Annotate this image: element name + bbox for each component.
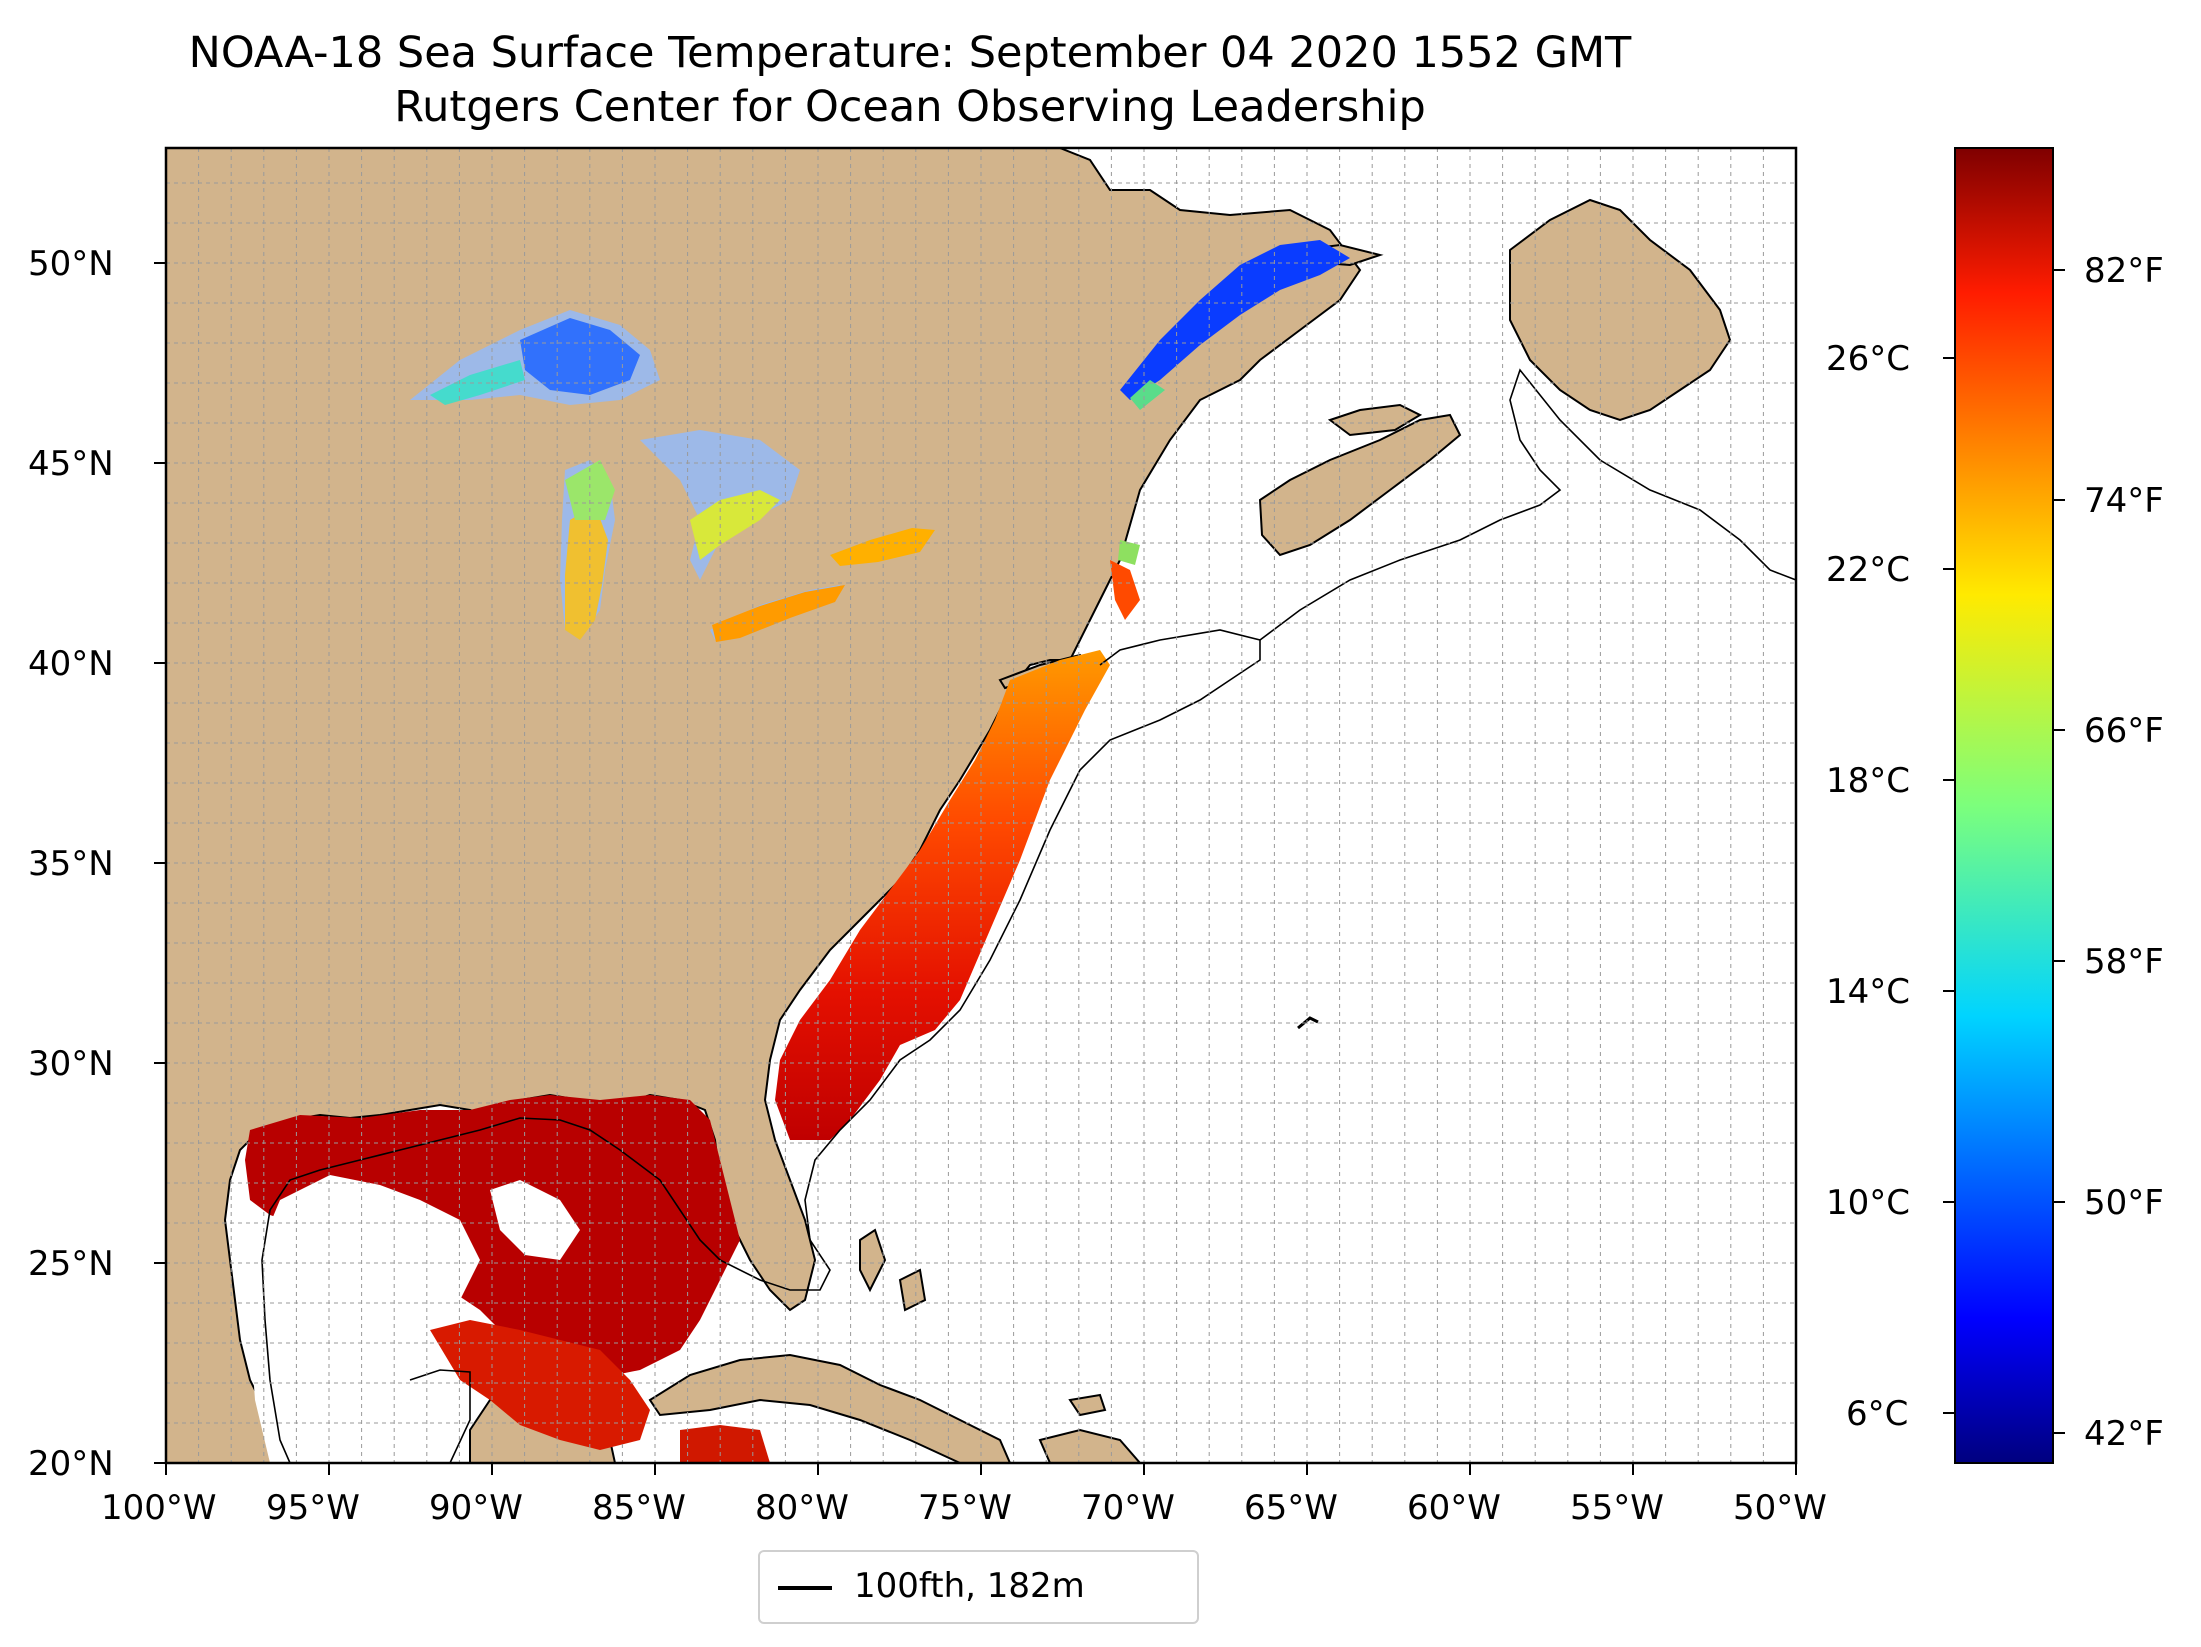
x-tick-label: 95°W [266, 1488, 360, 1528]
land-bermuda [1297, 1016, 1319, 1030]
x-tick-label: 65°W [1244, 1488, 1338, 1528]
land-nova-scotia [1258, 413, 1462, 557]
chart-subtitle: Rutgers Center for Ocean Observing Leade… [394, 82, 1426, 132]
colorbar-ticks-celsius [1943, 357, 1955, 1414]
y-tick-label: 50°N [28, 244, 114, 284]
y-tick-label: 40°N [28, 644, 114, 684]
colorbar-fahrenheit-label: 42°F [2084, 1414, 2164, 1454]
contour-100fth [261, 629, 1261, 1463]
x-tick-label: 50°W [1733, 1488, 1827, 1528]
contour-100fth-gulf-inner [409, 1369, 471, 1463]
chart-title: NOAA-18 Sea Surface Temperature: Septemb… [188, 28, 1632, 78]
colorbar-celsius-label: 26°C [1826, 339, 1911, 379]
sst-lake-ontario [830, 528, 935, 566]
sst-st-lawrence-green [1130, 380, 1165, 410]
x-tick-label: 55°W [1570, 1488, 1664, 1528]
sst-lake-superior-edge [430, 360, 525, 405]
sst-lake-michigan [565, 505, 608, 640]
legend-line-swatch [778, 1586, 832, 1590]
x-tick-label: 80°W [755, 1488, 849, 1528]
sst-lake-michigan-north [565, 460, 615, 520]
colorbar-celsius-label: 22°C [1826, 550, 1911, 590]
sst-st-lawrence [1120, 240, 1350, 400]
colorbar-celsius-label: 6°C [1846, 1394, 1909, 1434]
contour-100fth-ne [1259, 368, 1796, 641]
land-cuba [648, 1353, 1012, 1463]
colorbar-fahrenheit-label: 58°F [2084, 942, 2164, 982]
x-axis-ticks [165, 1463, 1797, 1475]
legend-label: 100fth, 182m [854, 1566, 1085, 1606]
sst-caribbean-south [680, 1425, 770, 1463]
sst-gulf-of-maine [1110, 560, 1140, 620]
y-tick-label: 20°N [28, 1444, 114, 1484]
cloud-gap-west-gulf [250, 1175, 480, 1463]
land-pei [1327, 403, 1423, 437]
x-tick-label: 85°W [592, 1488, 686, 1528]
graticule [166, 148, 1796, 1463]
legend: 100fth, 182m [758, 1550, 1199, 1624]
land-newfoundland [1509, 198, 1732, 422]
sst-atlantic-swath [775, 650, 1110, 1140]
x-tick-label: 60°W [1407, 1488, 1501, 1528]
sst-lake-superior [520, 318, 640, 395]
colorbar-fahrenheit-label: 66°F [2084, 711, 2164, 751]
y-tick-label: 25°N [28, 1244, 114, 1284]
y-tick-label: 35°N [28, 844, 114, 884]
sst-gulf-of-maine-green [1118, 540, 1140, 565]
x-tick-label: 75°W [918, 1488, 1012, 1528]
sst-caribbean [430, 1320, 650, 1450]
land-hispaniola [1038, 1428, 1142, 1463]
x-tick-label: 100°W [101, 1488, 217, 1528]
y-axis-ticks [154, 262, 166, 1464]
y-tick-label: 45°N [28, 444, 114, 484]
colorbar-celsius-label: 18°C [1826, 761, 1911, 801]
colorbar-ticks-fahrenheit [2053, 269, 2065, 1434]
colorbar-fahrenheit-label: 82°F [2084, 251, 2164, 291]
colorbar-fahrenheit-label: 74°F [2084, 481, 2164, 521]
sst-lake-erie [712, 585, 845, 642]
colorbar-celsius-label: 10°C [1826, 1183, 1911, 1223]
y-tick-label: 30°N [28, 1044, 114, 1084]
x-tick-label: 90°W [429, 1488, 523, 1528]
land-bahamas [859, 1228, 1107, 1417]
colorbar-fahrenheit-label: 50°F [2084, 1183, 2164, 1223]
x-tick-label: 70°W [1081, 1488, 1175, 1528]
colorbar [1954, 147, 2054, 1464]
colorbar-celsius-label: 14°C [1826, 972, 1911, 1012]
